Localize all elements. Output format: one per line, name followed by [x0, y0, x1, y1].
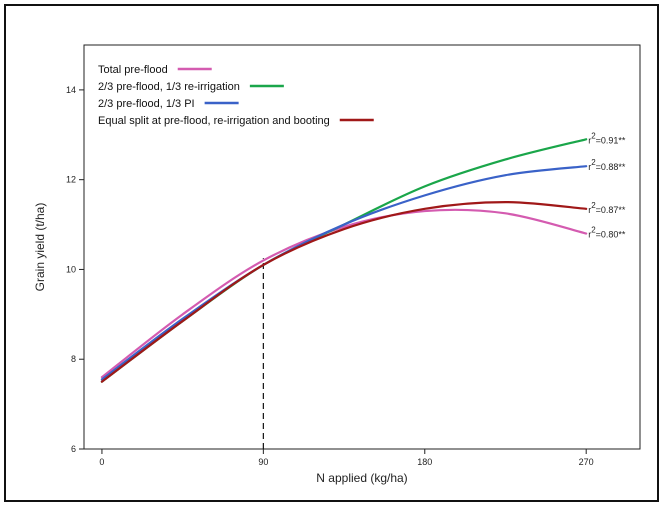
y-axis-label: Grain yield (t/ha): [33, 203, 47, 292]
r2-label-4: r2=0.87**: [588, 201, 626, 215]
y-tick-label: 10: [66, 264, 76, 274]
legend-label-3: 2/3 pre-flood, 1/3 PI: [98, 98, 195, 110]
r2-label-1: r2=0.80**: [588, 226, 626, 240]
legend: Total pre-flood 2/3 pre-flood, 1/3 re-irr…: [98, 64, 374, 127]
y-tick-label: 6: [71, 444, 76, 454]
series-line-3: [100, 165, 588, 381]
legend-label-2: 2/3 pre-flood, 1/3 re-irrigation: [98, 81, 240, 93]
x-axis-label: N applied (kg/ha): [316, 471, 407, 485]
legend-label-1: Total pre-flood: [98, 64, 168, 76]
legend-label-4: Equal split at pre-flood, re-irrigation …: [98, 115, 330, 127]
x-tick-label: 180: [417, 457, 432, 467]
r2-label-3: r2=0.88**: [588, 158, 626, 172]
plot-box: [83, 44, 641, 450]
x-tick-label: 0: [99, 457, 104, 467]
y-tick-label: 8: [71, 354, 76, 364]
series-line-2: [100, 138, 588, 383]
series-line-4: [100, 201, 588, 383]
series-line-1: [100, 208, 588, 379]
r2-label-2: r2=0.91**: [588, 131, 626, 145]
x-tick-label: 270: [579, 457, 594, 467]
y-tick-label: 14: [66, 85, 76, 95]
y-tick-label: 12: [66, 175, 76, 185]
x-tick-label: 90: [258, 457, 268, 467]
r2-labels: r2=0.80** r2=0.91** r2=0.88** r2=0.87**: [588, 131, 626, 239]
series-group: [100, 138, 588, 383]
axes: 0 90 180 270 6 8 10 12 14: [66, 44, 641, 467]
chart-frame: [4, 4, 659, 502]
